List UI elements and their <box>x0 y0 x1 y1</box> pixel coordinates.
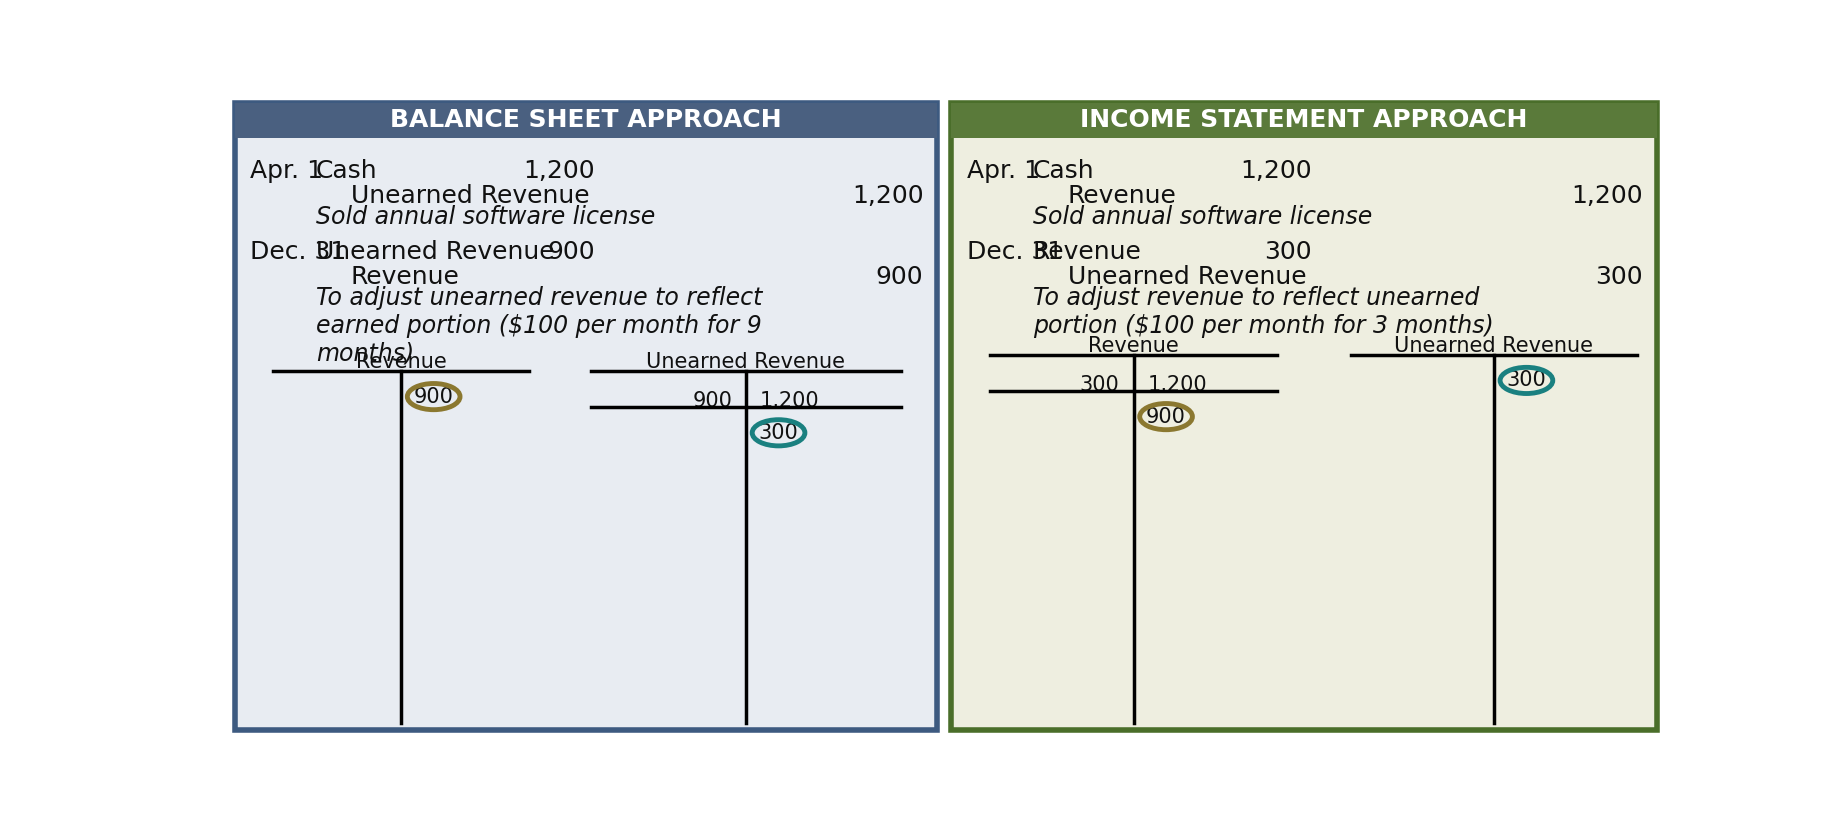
Text: 900: 900 <box>1146 407 1186 427</box>
Text: Cash: Cash <box>1033 159 1094 183</box>
Text: Revenue: Revenue <box>1068 184 1177 208</box>
Text: 1,200: 1,200 <box>524 159 594 183</box>
Text: 900: 900 <box>548 240 594 264</box>
FancyBboxPatch shape <box>952 103 1657 138</box>
Text: BALANCE SHEET APPROACH: BALANCE SHEET APPROACH <box>389 108 782 132</box>
Text: Apr. 1: Apr. 1 <box>967 159 1041 183</box>
Text: Unearned Revenue: Unearned Revenue <box>1395 336 1594 356</box>
FancyBboxPatch shape <box>234 103 937 138</box>
Text: 900: 900 <box>692 391 732 411</box>
Text: Revenue: Revenue <box>356 352 446 372</box>
Text: To adjust unearned revenue to reflect
earned portion ($100 per month for 9
month: To adjust unearned revenue to reflect ea… <box>315 286 762 365</box>
FancyBboxPatch shape <box>952 103 1657 730</box>
Text: 300: 300 <box>1507 370 1546 390</box>
Text: 300: 300 <box>1264 240 1312 264</box>
Text: 300: 300 <box>1596 265 1642 289</box>
FancyBboxPatch shape <box>234 103 937 730</box>
Text: 300: 300 <box>1079 375 1120 394</box>
Text: To adjust revenue to reflect unearned
portion ($100 per month for 3 months): To adjust revenue to reflect unearned po… <box>1033 286 1493 338</box>
Text: Revenue: Revenue <box>1089 336 1179 356</box>
Text: Unearned Revenue: Unearned Revenue <box>315 240 555 264</box>
Text: INCOME STATEMENT APPROACH: INCOME STATEMENT APPROACH <box>1081 108 1528 132</box>
Text: 1,200: 1,200 <box>1572 184 1642 208</box>
Text: Unearned Revenue: Unearned Revenue <box>351 184 589 208</box>
Text: 900: 900 <box>876 265 924 289</box>
Text: 1,200: 1,200 <box>1148 375 1207 394</box>
Text: 900: 900 <box>413 387 454 407</box>
Text: Dec. 31: Dec. 31 <box>967 240 1063 264</box>
Text: 1,200: 1,200 <box>760 391 819 411</box>
Text: Revenue: Revenue <box>1033 240 1142 264</box>
Text: Unearned Revenue: Unearned Revenue <box>646 352 845 372</box>
Text: Sold annual software license: Sold annual software license <box>315 205 655 229</box>
Text: Revenue: Revenue <box>351 265 459 289</box>
Text: Dec. 31: Dec. 31 <box>251 240 347 264</box>
Text: 1,200: 1,200 <box>1240 159 1312 183</box>
Text: Unearned Revenue: Unearned Revenue <box>1068 265 1306 289</box>
Text: Apr. 1: Apr. 1 <box>251 159 323 183</box>
Text: 300: 300 <box>758 422 799 443</box>
Text: 1,200: 1,200 <box>852 184 924 208</box>
Text: Cash: Cash <box>315 159 378 183</box>
Text: Sold annual software license: Sold annual software license <box>1033 205 1373 229</box>
